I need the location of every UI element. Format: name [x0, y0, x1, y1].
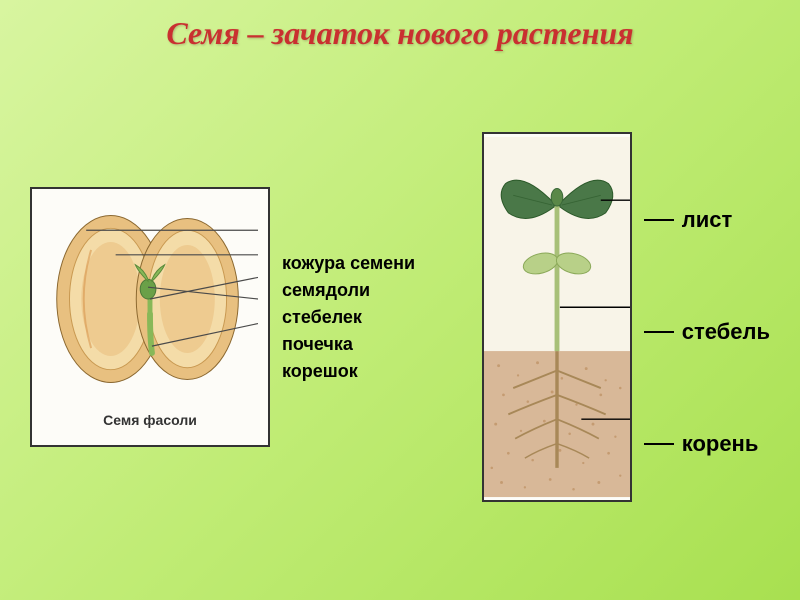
leader-line: [644, 443, 674, 445]
seed-label-cotyledons: семядоли: [282, 277, 415, 304]
page-title: Семя – зачаток нового растения: [0, 0, 800, 52]
plant-label-leaf: лист: [644, 207, 770, 233]
root-text: корень: [682, 431, 759, 457]
leader-line: [644, 331, 674, 333]
seed-label-radicle: корешок: [282, 358, 415, 385]
seed-diagram: [42, 199, 258, 399]
seed-label-coat: кожура семени: [282, 250, 415, 277]
plant-figure: [482, 132, 632, 502]
seed-figure: Семя фасоли: [30, 187, 270, 447]
seed-label-plumule: почечка: [282, 331, 415, 358]
plant-panel: лист стебель корень: [482, 132, 770, 502]
leaf-text: лист: [682, 207, 733, 233]
plant-labels-list: лист стебель корень: [644, 177, 770, 457]
seed-labels-list: кожура семени семядоли стебелек почечка …: [282, 250, 415, 385]
leader-line: [644, 219, 674, 221]
diagram-content: Семя фасоли кожура семени семядоли стебе…: [0, 52, 800, 572]
plant-label-root: корень: [644, 431, 770, 457]
top-bud-icon: [551, 189, 563, 207]
plant-label-stem: стебель: [644, 319, 770, 345]
stem-text: стебель: [682, 319, 770, 345]
seed-caption: Семя фасоли: [42, 412, 258, 428]
seed-panel: Семя фасоли кожура семени семядоли стебе…: [30, 187, 415, 447]
plant-diagram: [484, 134, 630, 500]
seed-label-stemlet: стебелек: [282, 304, 415, 331]
